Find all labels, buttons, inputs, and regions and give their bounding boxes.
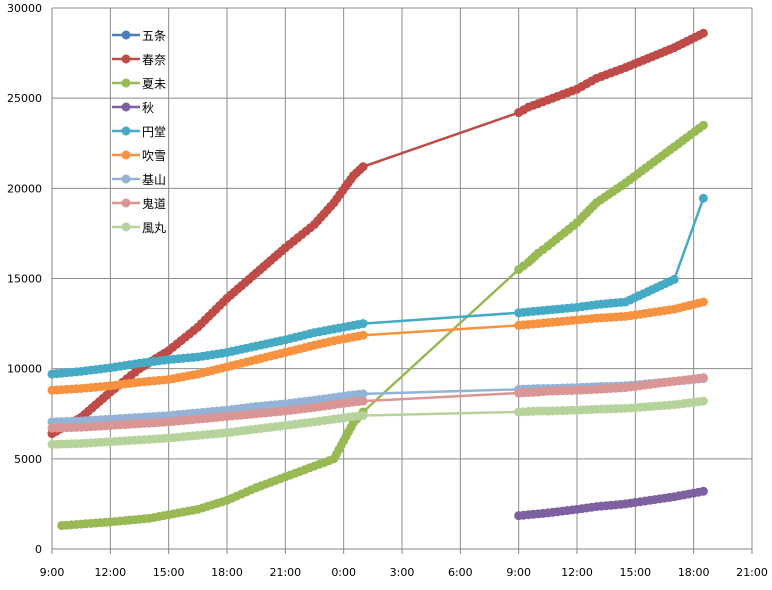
x-tick-label: 21:00	[736, 566, 768, 579]
legend-label: 鬼道	[142, 196, 166, 211]
legend-label: 吹雪	[142, 149, 166, 163]
legend-marker	[121, 222, 131, 232]
legend-item: 春奈	[112, 53, 166, 67]
legend-marker	[121, 150, 131, 160]
legend-item: 五条	[112, 29, 166, 43]
series-line-segment	[361, 111, 520, 168]
legend-label: 五条	[142, 29, 166, 43]
series-7	[47, 373, 708, 433]
x-tick-label: 15:00	[153, 566, 185, 579]
legend-marker	[121, 30, 131, 40]
series-line-segment	[361, 410, 520, 417]
legend-marker	[121, 78, 131, 88]
data-point	[358, 396, 368, 406]
legend-label: 基山	[142, 173, 166, 187]
y-tick-label: 20000	[7, 182, 42, 195]
legend-label: 春奈	[142, 53, 166, 67]
x-tick-label: 6:00	[448, 566, 473, 579]
legend-item: 夏未	[112, 77, 166, 91]
x-tick-label: 12:00	[561, 566, 593, 579]
legend-marker	[121, 54, 131, 64]
series-line-segment	[361, 388, 520, 396]
legend-label: 秋	[142, 101, 154, 115]
series-8	[47, 396, 708, 449]
y-tick-label: 30000	[7, 2, 42, 15]
x-tick-label: 15:00	[619, 566, 651, 579]
series-line-segment	[672, 197, 705, 281]
data-point	[358, 389, 368, 399]
x-tick-label: 18:00	[678, 566, 710, 579]
x-tick-label: 21:00	[269, 566, 301, 579]
legend-item: 秋	[112, 101, 154, 115]
x-tick-label: 9:00	[506, 566, 531, 579]
legend-item: 吹雪	[112, 149, 166, 163]
data-point	[358, 162, 368, 172]
axes: 0 5000 10000 15000 20000 25000 30000 9:00 12:00 1…	[7, 2, 768, 579]
legend-marker	[121, 198, 131, 208]
data-point	[358, 330, 368, 340]
legend-label: 夏未	[142, 77, 166, 91]
y-tick-label: 0	[35, 543, 42, 556]
data-point	[358, 411, 368, 421]
legend-marker	[121, 102, 131, 112]
x-tick-label: 3:00	[390, 566, 415, 579]
x-tick-label: 12:00	[94, 566, 126, 579]
y-tick-label: 10000	[7, 363, 42, 376]
data-point	[669, 274, 679, 284]
legend-label: 円堂	[142, 125, 166, 139]
data-point	[358, 319, 368, 329]
legend-item: 円堂	[112, 125, 166, 139]
series-group	[47, 28, 708, 531]
data-point	[698, 193, 708, 203]
legend-marker	[121, 126, 131, 136]
series-line-segment	[361, 324, 520, 337]
series-5	[47, 297, 708, 395]
series-4	[47, 193, 708, 379]
y-tick-label: 15000	[7, 273, 42, 286]
data-point	[698, 486, 708, 496]
series-line-segment	[361, 268, 520, 414]
x-tick-label: 0:00	[331, 566, 356, 579]
series-line-segment	[361, 311, 520, 325]
data-point	[698, 396, 708, 406]
legend-item: 鬼道	[112, 196, 166, 211]
x-tick-label: 18:00	[211, 566, 243, 579]
legend-label: 風丸	[142, 221, 166, 235]
x-tick-label: 9:00	[40, 566, 65, 579]
y-tick-label: 25000	[7, 92, 42, 105]
series-line-segment	[361, 391, 520, 403]
series-2	[57, 120, 708, 531]
data-point	[698, 28, 708, 38]
y-tick-label: 5000	[14, 453, 42, 466]
data-point	[698, 120, 708, 130]
legend-item: 風丸	[112, 221, 166, 235]
legend-marker	[121, 174, 131, 184]
data-point	[698, 297, 708, 307]
legend-item: 基山	[112, 173, 166, 187]
series-3	[514, 486, 708, 521]
data-point	[698, 373, 708, 383]
